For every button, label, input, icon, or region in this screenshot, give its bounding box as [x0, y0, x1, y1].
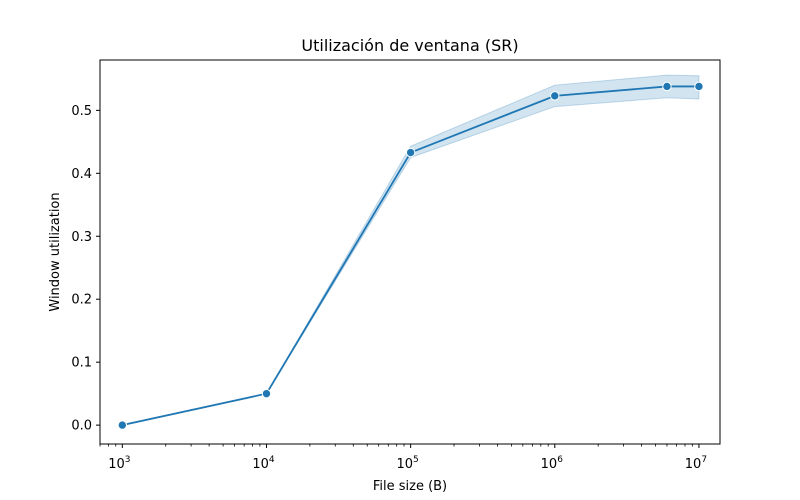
series-marker-layer: [117, 81, 704, 430]
series-line: [122, 85, 699, 426]
y-tick-label: 0.1: [71, 356, 92, 371]
plot-frame: [99, 59, 721, 445]
x-tick-label: 104: [252, 455, 275, 472]
x-axis-label: File size (B): [373, 479, 447, 494]
x-tick-label: 106: [541, 455, 564, 472]
confidence-band: [122, 74, 700, 426]
x-axis-ticks: 103 104 105 106 107: [99, 444, 707, 472]
y-tick-label: 0.5: [71, 104, 92, 119]
confidence-band-layer: [122, 74, 700, 426]
y-tick-label: 0.2: [71, 293, 92, 308]
data-point: [662, 81, 672, 92]
data-point: [261, 388, 272, 399]
chart-title: Utilización de ventana (SR): [301, 36, 518, 55]
y-tick-label: 0.3: [71, 230, 92, 245]
data-point: [117, 420, 128, 430]
y-axis-label: Window utilization: [48, 192, 63, 311]
x-tick-label: 107: [685, 455, 707, 472]
data-point: [405, 147, 416, 158]
y-tick-label: 0.0: [71, 419, 92, 434]
series-line-layer: [122, 85, 699, 426]
y-axis-ticks: 0.0 0.1 0.2 0.3 0.4 0.5: [71, 104, 100, 434]
x-tick-label: 105: [396, 455, 418, 472]
y-tick-label: 0.4: [71, 167, 92, 182]
data-point: [694, 81, 704, 92]
x-tick-label: 103: [108, 455, 130, 472]
data-point: [550, 91, 560, 101]
